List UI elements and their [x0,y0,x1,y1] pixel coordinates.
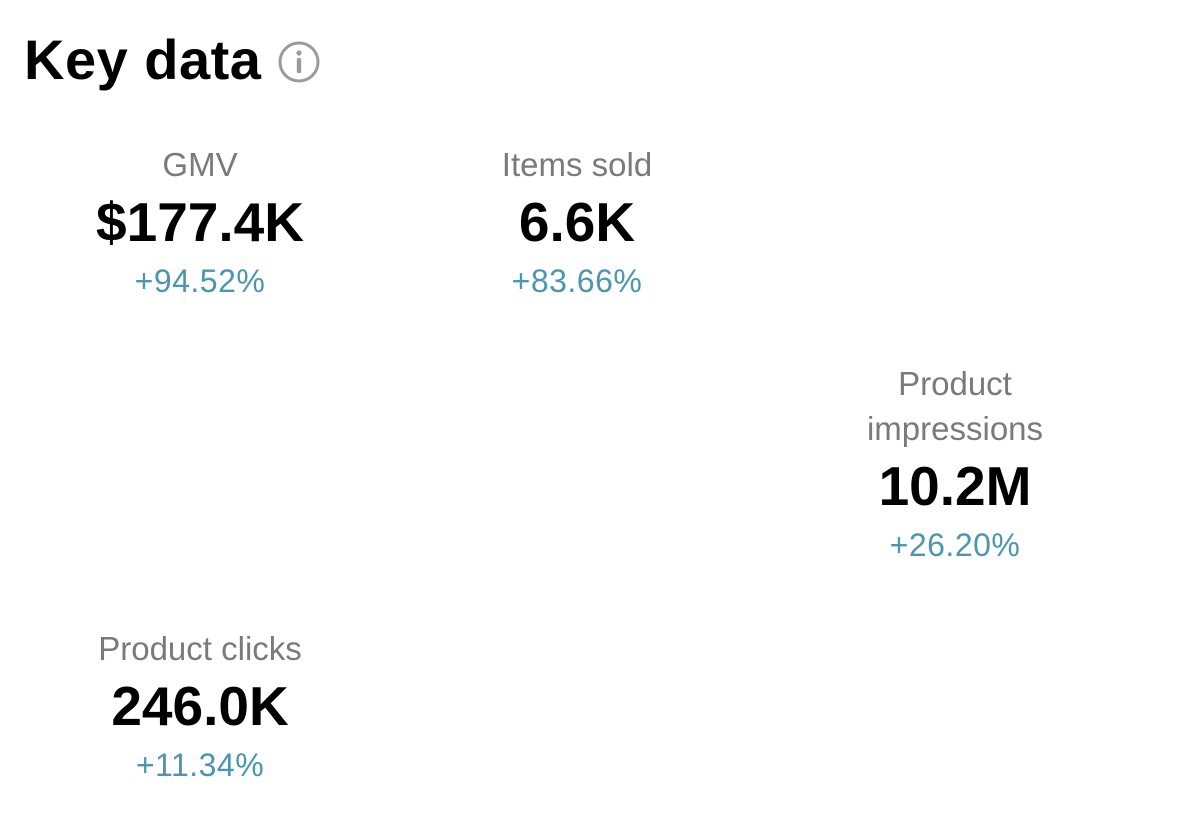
metric-change: +83.66% [511,263,643,299]
metric-value: 6.6K [518,191,636,253]
metric-change: +94.52% [134,263,266,299]
metric-label: Product impressions [866,365,1044,447]
metric-value: 246.0K [111,675,289,737]
info-circle-icon[interactable] [277,40,321,84]
metric-items-sold[interactable]: Items sold 6.6K +83.66% [502,142,652,305]
metric-gmv[interactable]: GMV $177.4K +94.52% [96,142,304,305]
metric-value: $177.4K [96,191,304,253]
metric-label: Items sold [501,146,653,183]
metric-change: +11.34% [135,747,265,783]
section-title: Key data [24,28,262,91]
metric-change: +26.20% [889,527,1021,563]
metric-product-impressions[interactable]: Product impressions 10.2M +26.20% [835,361,1075,569]
metric-value: 10.2M [878,455,1032,517]
metric-label: Product clicks [98,630,302,667]
metric-product-clicks[interactable]: Product clicks 246.0K +11.34% [98,626,302,789]
metric-label: GMV [162,146,238,183]
section-header: Key data [24,24,321,96]
